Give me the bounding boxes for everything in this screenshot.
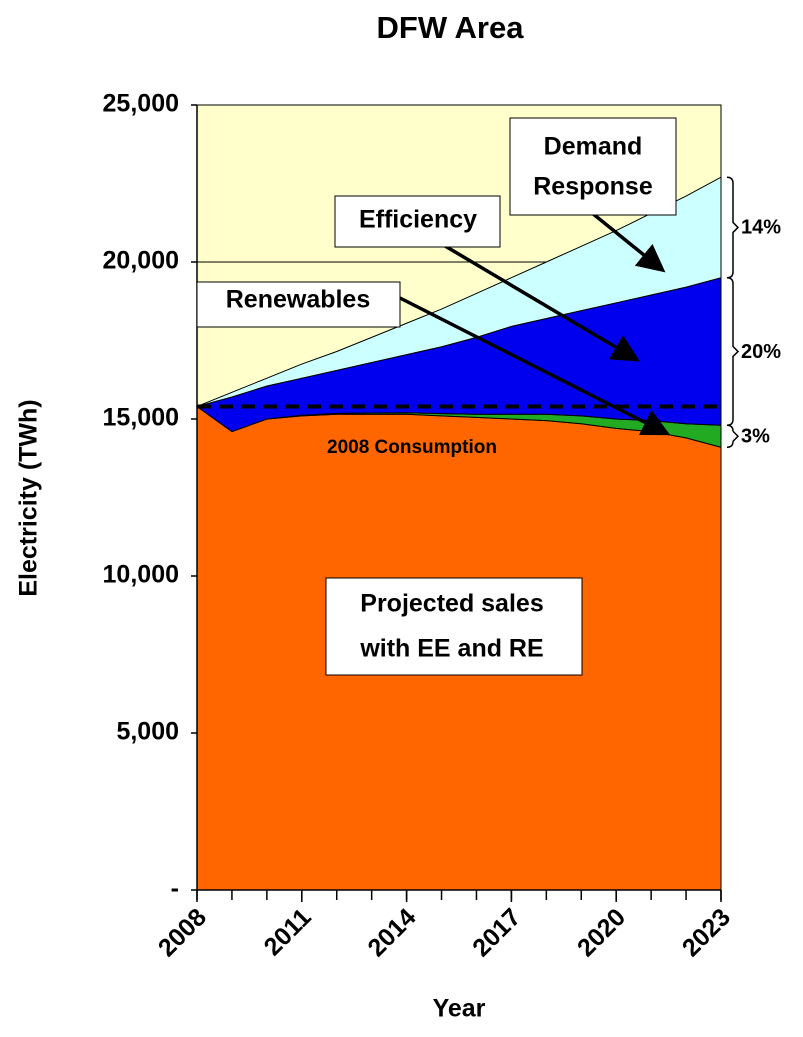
x-tick-label: 2008	[153, 903, 212, 962]
share-label: 14%	[741, 217, 781, 239]
y-axis-label: Electricity (TWh)	[15, 399, 43, 596]
y-tick-label: 20,000	[103, 247, 179, 275]
annotation-box	[325, 577, 583, 676]
annotation-arrow	[399, 296, 671, 436]
share-label: 20%	[741, 341, 781, 363]
x-tick-label: 2011	[259, 903, 317, 961]
y-tick-label: -	[171, 875, 179, 903]
x-tick-label: 2017	[467, 903, 526, 962]
annotation-arrow	[439, 241, 641, 362]
series-label: Renewables	[226, 286, 371, 314]
x-tick-label: 2020	[572, 903, 631, 962]
plot-border	[196, 104, 722, 891]
annotation-box	[196, 281, 401, 328]
x-tick-label: 2023	[677, 903, 736, 962]
series-label: Response	[533, 173, 653, 201]
series-label: Efficiency	[359, 206, 477, 234]
chart-title: DFW Area	[377, 10, 525, 45]
y-tick-label: 15,000	[103, 404, 179, 432]
x-axis-label: Year	[433, 995, 486, 1023]
share-bracket	[726, 424, 740, 449]
y-tick-label: 5,000	[116, 718, 179, 746]
annotation-box	[334, 195, 501, 248]
annotation-arrow	[590, 211, 666, 273]
share-bracket	[726, 176, 740, 279]
x-tick-label: 2014	[362, 903, 421, 962]
reference-label: 2008 Consumption	[327, 437, 497, 458]
series-label: Demand	[544, 133, 643, 161]
y-tick-label: 25,000	[103, 90, 179, 118]
share-bracket	[726, 276, 740, 427]
annotation-box	[509, 117, 677, 216]
share-label: 3%	[741, 426, 770, 448]
y-tick-label: 10,000	[103, 561, 179, 589]
series-label: with EE and RE	[359, 635, 543, 663]
series-label: Projected sales	[360, 590, 543, 618]
